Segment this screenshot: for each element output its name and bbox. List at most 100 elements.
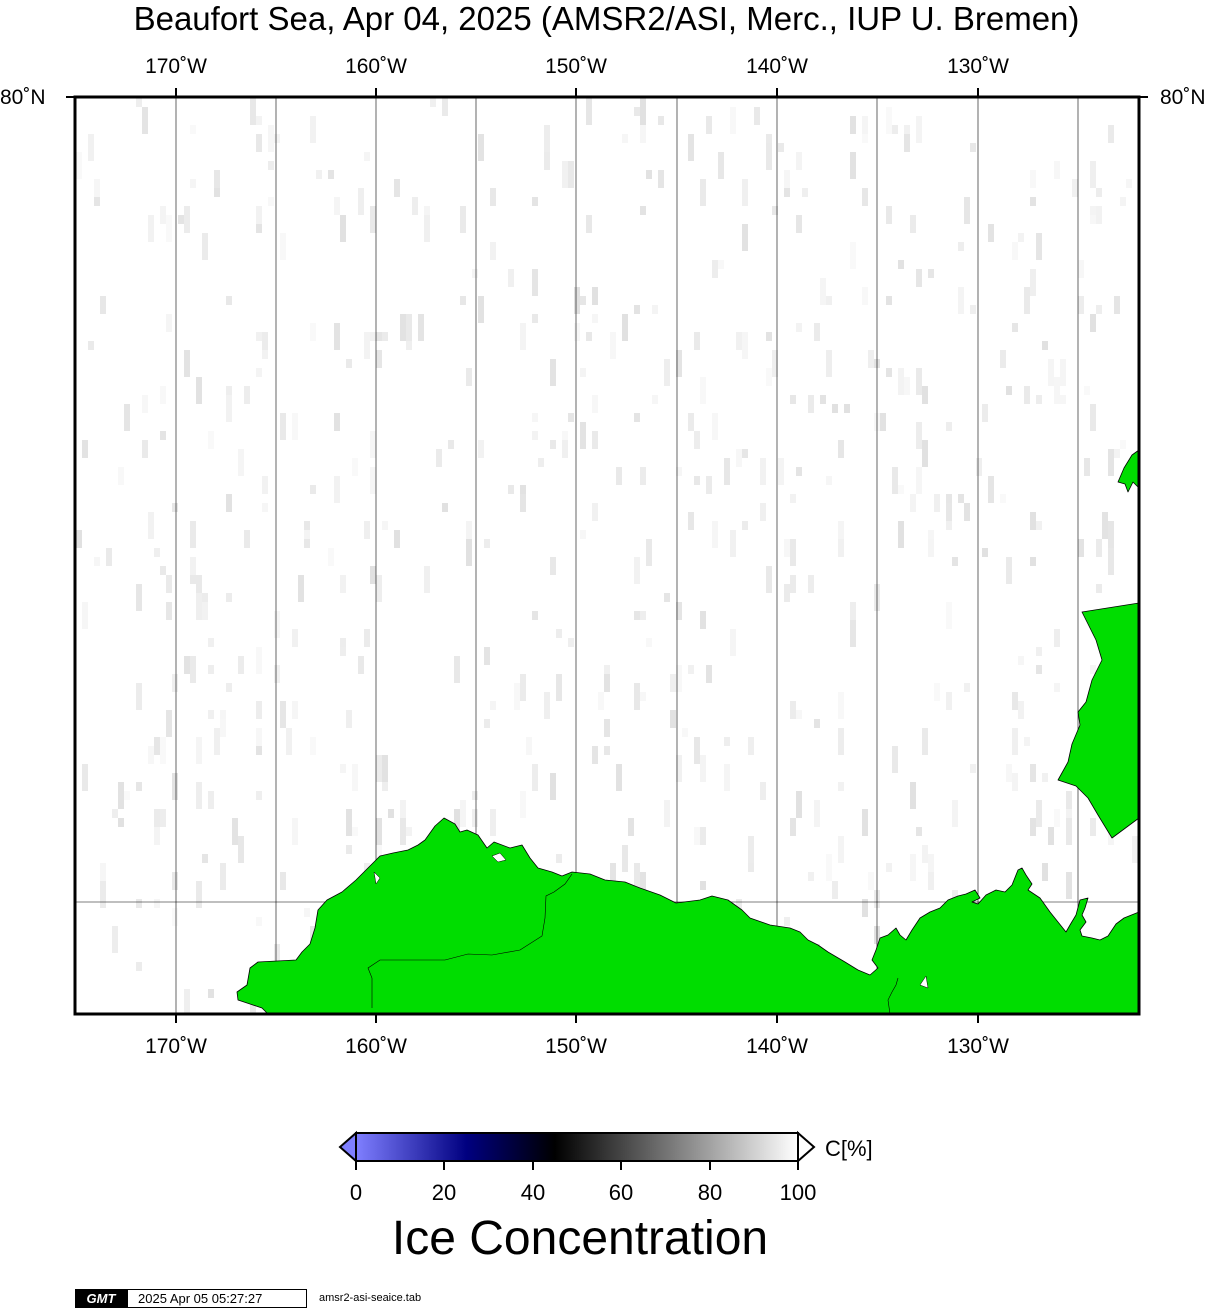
ice-pixel bbox=[730, 530, 736, 557]
ice-pixel bbox=[208, 710, 214, 719]
ice-pixel bbox=[274, 134, 280, 143]
ice-pixel bbox=[592, 314, 598, 323]
ice-pixel bbox=[766, 143, 772, 170]
ice-pixel bbox=[850, 602, 856, 629]
ice-pixel bbox=[1078, 296, 1084, 314]
ice-pixel bbox=[922, 845, 928, 863]
colorbar-tick-60: 60 bbox=[608, 1180, 634, 1205]
ice-pixel bbox=[790, 395, 796, 404]
ice-pixel bbox=[1048, 359, 1054, 386]
inlets bbox=[373, 852, 929, 989]
ice-pixel bbox=[1126, 179, 1132, 188]
ice-pixel bbox=[970, 305, 976, 314]
ice-pixel bbox=[448, 440, 454, 449]
colorbar-tick-0: 0 bbox=[349, 1180, 363, 1205]
ice-pixel bbox=[820, 395, 826, 404]
ice-pixel bbox=[694, 827, 700, 845]
ice-pixel bbox=[298, 575, 304, 602]
ice-pixel bbox=[826, 350, 832, 377]
ice-pixel bbox=[118, 467, 124, 485]
ice-pixel bbox=[190, 521, 196, 548]
lon-label-bottom-160w: 160˚W bbox=[345, 1035, 407, 1058]
ice-pixel bbox=[808, 395, 814, 413]
ice-pixel bbox=[154, 809, 160, 827]
ice-pixel bbox=[808, 575, 814, 593]
ice-pixel bbox=[640, 692, 646, 701]
ice-pixel bbox=[898, 368, 904, 395]
ice-pixel bbox=[562, 431, 568, 440]
map-frame bbox=[73, 95, 1141, 1016]
ice-pixel bbox=[640, 467, 646, 485]
ice-pixel bbox=[1030, 764, 1036, 782]
ice-pixel bbox=[460, 296, 466, 305]
ice-pixel bbox=[1090, 314, 1096, 332]
ice-pixel bbox=[1012, 323, 1018, 332]
ice-pixel bbox=[916, 368, 922, 395]
ice-pixel bbox=[292, 701, 298, 719]
ice-pixel bbox=[532, 431, 538, 440]
ice-pixel bbox=[262, 503, 268, 512]
ice-pixel bbox=[1096, 305, 1102, 314]
ice-pixel bbox=[706, 665, 712, 683]
ice-pixel bbox=[1066, 818, 1072, 845]
ice-pixel bbox=[280, 701, 286, 728]
ice-pixel bbox=[406, 341, 412, 350]
ice-pixel bbox=[268, 197, 274, 206]
ice-pixel bbox=[796, 467, 802, 476]
ice-pixel bbox=[166, 710, 172, 737]
ice-pixel bbox=[592, 503, 598, 521]
lon-label-bottom-130w: 130˚W bbox=[947, 1035, 1009, 1058]
ice-pixel bbox=[358, 188, 364, 215]
ice-pixel bbox=[628, 818, 634, 836]
ice-pixel bbox=[430, 98, 436, 107]
ice-pixel bbox=[790, 494, 796, 503]
ice-pixel bbox=[760, 782, 766, 800]
ice-pixel bbox=[562, 431, 568, 458]
ice-pixel bbox=[988, 476, 994, 503]
ice-pixel bbox=[568, 638, 574, 647]
ice-pixel bbox=[1090, 404, 1096, 431]
ice-pixel bbox=[1042, 773, 1048, 782]
ice-pixel bbox=[370, 206, 376, 233]
ice-pixel bbox=[838, 782, 844, 791]
ice-pixel bbox=[358, 656, 364, 674]
colorbar bbox=[338, 1130, 816, 1170]
ice-pixel bbox=[1060, 395, 1066, 404]
ice-pixel bbox=[934, 494, 940, 512]
ice-pixel bbox=[220, 710, 226, 737]
ice-pixel bbox=[886, 296, 892, 305]
lat-label-left-80n: 80˚N bbox=[0, 86, 46, 109]
ice-pixel bbox=[646, 539, 652, 566]
colorbar-high-arrow bbox=[797, 1130, 816, 1164]
ice-pixel bbox=[904, 134, 910, 152]
ice-pixel bbox=[76, 530, 82, 548]
ice-pixel bbox=[424, 566, 430, 593]
ice-pixel bbox=[886, 368, 892, 377]
ice-pixel bbox=[1096, 584, 1102, 593]
ice-pixel bbox=[946, 602, 952, 629]
ice-pixel bbox=[1018, 656, 1024, 665]
ice-pixel bbox=[586, 215, 592, 233]
ice-pixel bbox=[346, 809, 352, 836]
ice-pixel bbox=[256, 701, 262, 719]
ice-pixel bbox=[376, 332, 382, 341]
ice-pixel bbox=[910, 494, 916, 512]
ice-pixel bbox=[592, 287, 598, 305]
ice-pixel bbox=[406, 827, 412, 836]
ice-pixel bbox=[514, 683, 520, 710]
ice-pixel bbox=[304, 908, 310, 917]
ice-pixel bbox=[142, 107, 148, 134]
ice-pixel bbox=[808, 872, 814, 881]
ice-pixel bbox=[1000, 350, 1006, 368]
frame-ticks bbox=[66, 88, 1148, 1023]
ice-pixel bbox=[1066, 791, 1072, 818]
ice-pixel bbox=[772, 206, 778, 215]
ice-pixel bbox=[1102, 512, 1108, 539]
ice-pixel bbox=[1090, 161, 1096, 188]
ice-pixel bbox=[160, 386, 166, 404]
ice-pixel bbox=[190, 125, 196, 134]
ice-pixel bbox=[202, 854, 208, 863]
ice-pixel bbox=[736, 332, 742, 350]
ice-pixel bbox=[622, 845, 628, 872]
ice-pixel bbox=[676, 350, 682, 377]
